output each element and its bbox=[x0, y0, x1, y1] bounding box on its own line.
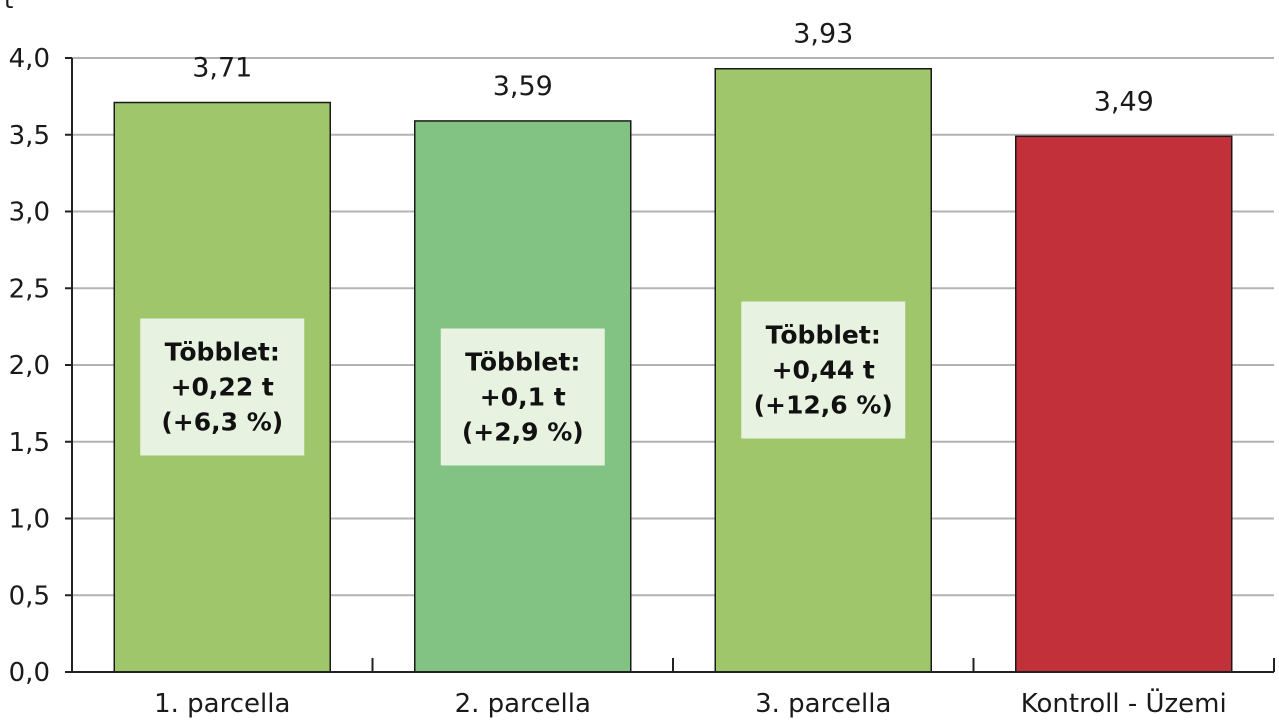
y-tick-label: 2,0 bbox=[9, 351, 50, 381]
annotation-text: +0,44 t bbox=[772, 356, 875, 385]
axes bbox=[65, 57, 1275, 673]
x-tick-label: 1. parcella bbox=[154, 689, 290, 719]
x-tick-label: 2. parcella bbox=[455, 689, 591, 719]
x-tick-label: 3. parcella bbox=[755, 689, 891, 719]
annotation-text: Többlet: bbox=[465, 348, 580, 377]
data-label: 3,93 bbox=[793, 19, 853, 50]
annotation-box bbox=[741, 301, 906, 439]
y-tick-label: 1,5 bbox=[9, 428, 50, 458]
y-tick-label: 2,5 bbox=[9, 274, 50, 304]
data-label: 3,59 bbox=[493, 71, 553, 102]
annotation-text: (+6,3 %) bbox=[161, 408, 283, 437]
annotation-text: Többlet: bbox=[766, 321, 881, 350]
x-tick-label: Kontroll - Üzemi bbox=[1021, 687, 1227, 719]
y-tick-label: 0,5 bbox=[9, 581, 50, 611]
annotation-text: (+2,9 %) bbox=[462, 418, 584, 447]
annotation-text: Többlet: bbox=[165, 338, 280, 367]
y-axis-unit-label: t bbox=[4, 0, 13, 14]
annotation-text: (+12,6 %) bbox=[754, 391, 893, 420]
bar bbox=[1015, 135, 1233, 673]
annotation-box bbox=[140, 318, 305, 456]
annotation-text: +0,1 t bbox=[480, 383, 566, 412]
y-tick-label: 3,0 bbox=[9, 198, 50, 228]
data-label: 3,49 bbox=[1094, 86, 1154, 117]
labels: t 0,0 0,5 1,0 1,5 2,0 2,5 3,0 3,5 4,0 3,71 1. parce… bbox=[4, 0, 1227, 719]
annotation-text: +0,22 t bbox=[171, 373, 274, 402]
annotations: Többlet: +0,22 t (+6,3 %) Többlet: +0,1 t (+2… bbox=[140, 301, 906, 466]
annotation-box bbox=[440, 328, 605, 466]
y-tick-label: 3,5 bbox=[9, 121, 50, 151]
y-tick-label: 0,0 bbox=[9, 658, 50, 688]
data-label: 3,71 bbox=[192, 53, 252, 84]
y-tick-label: 4,0 bbox=[9, 44, 50, 74]
y-tick-label: 1,0 bbox=[9, 505, 50, 535]
